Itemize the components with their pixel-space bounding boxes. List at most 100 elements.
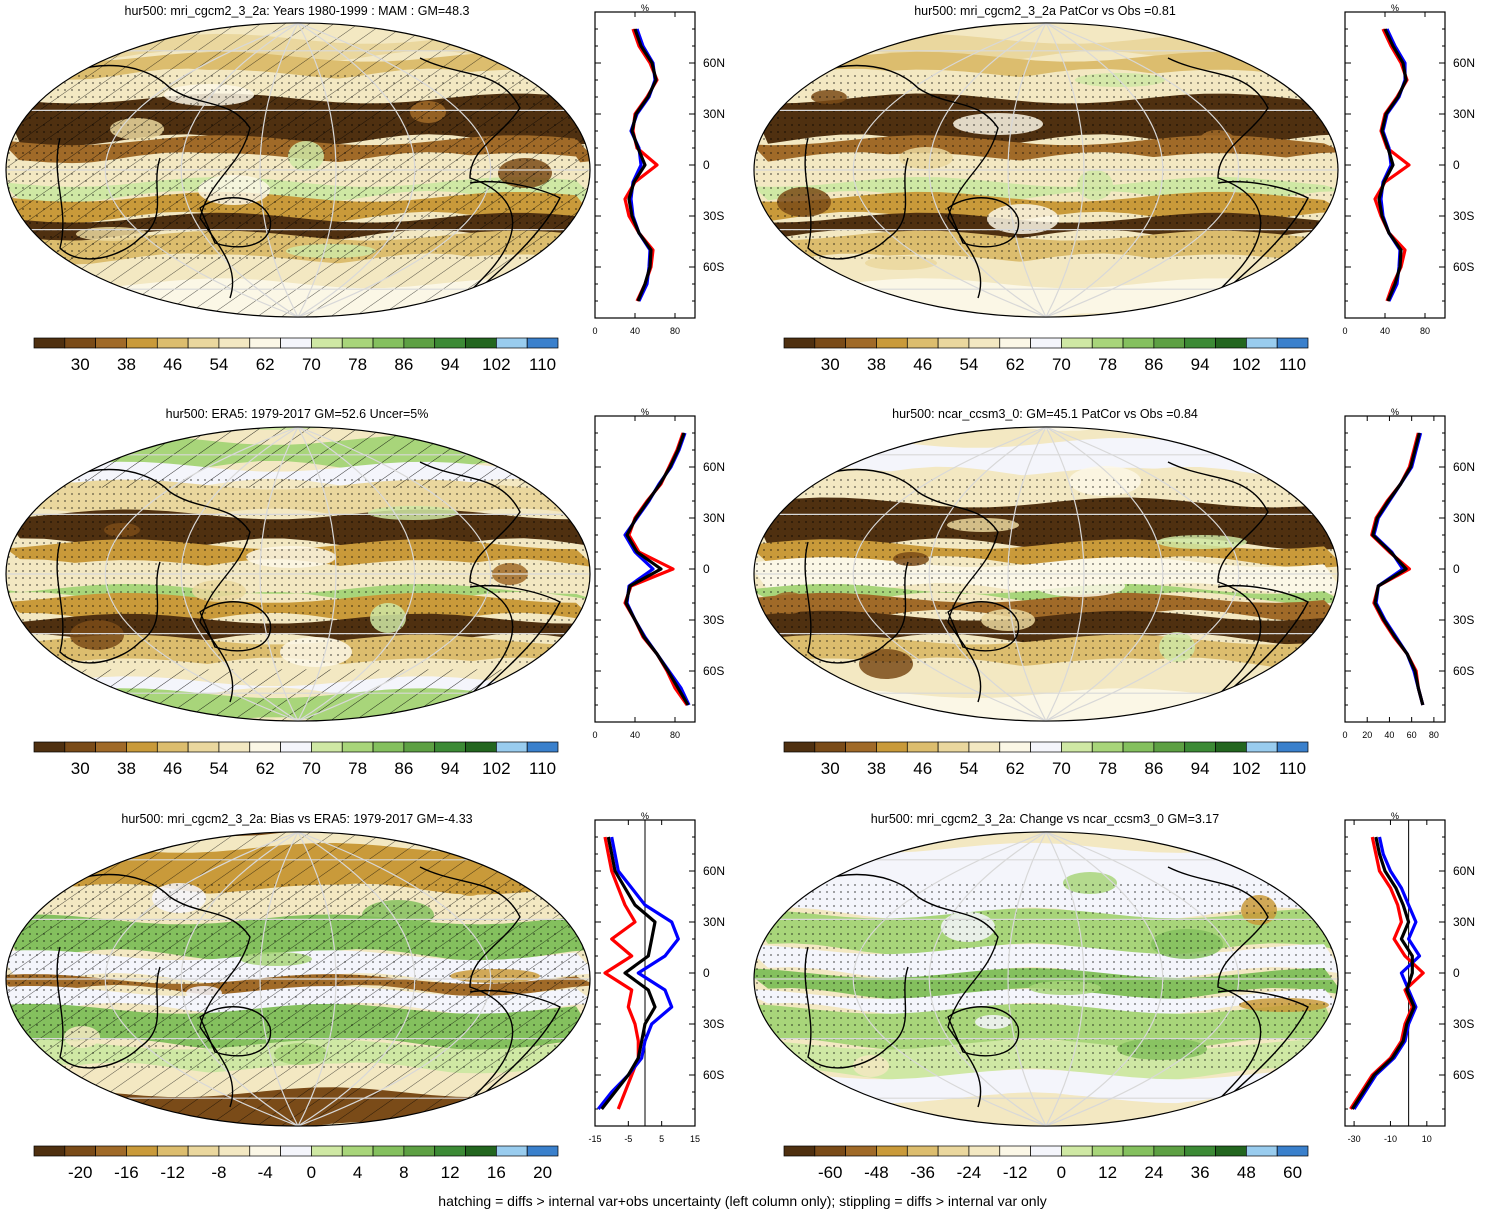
coastline	[1217, 180, 1309, 289]
colorbar-label: 70	[1052, 759, 1071, 778]
colorbar-swatch	[280, 337, 312, 349]
colorbar-label: 78	[1098, 759, 1117, 778]
colorbar-swatch	[311, 337, 343, 349]
colorbar-swatch	[496, 1145, 528, 1157]
colorbar-swatch	[33, 741, 66, 753]
lat-tick-label: 0	[703, 966, 710, 980]
colorbar-swatch	[95, 337, 127, 349]
coastline	[1167, 57, 1269, 309]
colorbar-swatch	[280, 741, 312, 753]
lat-tick-label: 0	[703, 562, 710, 576]
profile-unit: %	[1391, 3, 1399, 13]
colorbar-label: 54	[209, 759, 228, 778]
colorbar-label: 62	[1006, 355, 1025, 374]
coastline	[56, 541, 161, 664]
colorbar-swatch	[372, 741, 405, 753]
colorbar-swatch	[218, 1145, 251, 1157]
colorbar-swatch	[1184, 1145, 1216, 1157]
colorbar-6: -60 -48 -36 -24 -12 0 12 24 36 48 60	[783, 1145, 1309, 1182]
x-tick-label: 40	[1384, 730, 1394, 740]
colorbar-swatch	[814, 741, 846, 753]
colorbar-swatch	[1246, 1145, 1278, 1157]
robinson-map-1	[5, 22, 591, 318]
colorbar-label: 70	[302, 759, 321, 778]
lat-tick-label: 30N	[703, 107, 725, 121]
x-tick-label: -10	[1384, 1134, 1397, 1144]
colorbar-swatch	[1184, 337, 1216, 349]
colorbar-swatch	[968, 1145, 1001, 1157]
lat-tick-label: 30N	[703, 511, 725, 525]
coastline	[947, 601, 1020, 652]
colorbar-swatch	[937, 1145, 970, 1157]
colorbar-swatch	[906, 1145, 939, 1157]
colorbar-swatch	[999, 1145, 1031, 1157]
colorbar-swatch	[95, 1145, 127, 1157]
profile-line	[624, 432, 690, 706]
colorbar-label: 38	[117, 759, 136, 778]
coastline	[419, 57, 521, 309]
colorbar-swatch	[156, 741, 189, 753]
robinson-map-6	[753, 831, 1339, 1127]
colorbar-label: 12	[1098, 1163, 1117, 1182]
colorbar-swatch	[434, 337, 466, 349]
x-tick-label: 15	[690, 1134, 700, 1144]
colorbar-swatch	[526, 1145, 559, 1157]
colorbar-label: 38	[117, 355, 136, 374]
coastline	[469, 584, 561, 693]
lat-tick-label: 60N	[1453, 460, 1475, 474]
lat-tick-label: 30N	[1453, 511, 1475, 525]
map-border	[753, 22, 1339, 318]
coastline	[947, 197, 1020, 248]
colorbar-label: -24	[957, 1163, 982, 1182]
map-band	[753, 437, 1338, 479]
panel-title-4: hur500: ncar_ccsm3_0: GM=45.1 PatCor vs …	[892, 407, 1198, 421]
colorbar-5: -20 -16 -12 -8 -4 0 4 8 12 16 20	[33, 1145, 559, 1182]
colorbar-swatch	[280, 1145, 312, 1157]
lat-tick-label: 0	[1453, 158, 1460, 172]
colorbar-swatch	[937, 741, 970, 753]
profile-line	[627, 28, 658, 302]
profile-unit: %	[1391, 811, 1399, 821]
colorbar-swatch	[1030, 337, 1062, 349]
coastline	[1167, 461, 1269, 713]
colorbar-label: 86	[394, 759, 413, 778]
colorbar-label: 94	[1191, 355, 1210, 374]
colorbar-label: 62	[256, 759, 275, 778]
lat-tick-label: 60N	[1453, 864, 1475, 878]
zonal-profile-5: % 60N 30N 0 30S 60S -15 -5 5 15	[588, 811, 725, 1144]
colorbar-label: 102	[1232, 355, 1260, 374]
map-border	[5, 426, 591, 722]
colorbar-swatch	[906, 337, 939, 349]
x-tick-label: 0	[592, 326, 597, 336]
lat-tick-label: 0	[1453, 562, 1460, 576]
colorbar-swatch	[1061, 337, 1093, 349]
coastline	[199, 601, 272, 652]
colorbar-label: 30	[71, 355, 90, 374]
colorbar-swatch	[1215, 741, 1247, 753]
lat-tick-label: 30S	[703, 209, 724, 223]
colorbar-label: 102	[1232, 759, 1260, 778]
colorbar-label: 110	[1279, 759, 1306, 778]
colorbar-swatch	[249, 1145, 281, 1157]
coastline	[56, 137, 161, 260]
lat-tick-label: 30S	[703, 613, 724, 627]
x-tick-label: -5	[624, 1134, 632, 1144]
colorbar-label: 0	[1057, 1163, 1066, 1182]
coastline	[1217, 584, 1309, 693]
colorbar-swatch	[1091, 337, 1124, 349]
colorbar-label: 110	[1279, 355, 1306, 374]
colorbar-swatch	[937, 337, 970, 349]
colorbar-label: 30	[71, 759, 90, 778]
colorbar-label: 86	[1144, 759, 1163, 778]
colorbar-label: 78	[1098, 355, 1117, 374]
colorbar-swatch	[845, 1145, 877, 1157]
colorbar-label: 62	[256, 355, 275, 374]
colorbar-swatch	[1246, 337, 1278, 349]
lat-tick-label: 30N	[1453, 107, 1475, 121]
colorbar-swatch	[403, 1145, 436, 1157]
profile-line	[1377, 28, 1408, 302]
panel-title-2: hur500: mri_cgcm2_3_2a PatCor vs Obs =0.…	[914, 4, 1176, 18]
profile-unit: %	[1391, 407, 1399, 417]
colorbar-4: 30 38 46 54 62 70 78 86 94 102 110	[783, 741, 1309, 778]
colorbar-swatch	[845, 337, 877, 349]
